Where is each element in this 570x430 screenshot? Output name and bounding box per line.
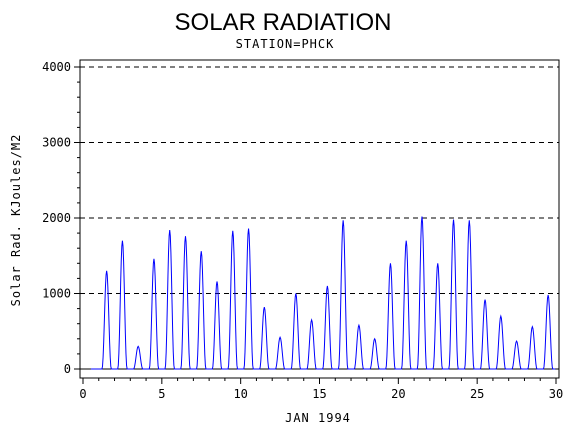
chart-subtitle: STATION=PHCK [236,37,335,51]
x-tick-label: 5 [158,387,165,401]
x-tick-label: 0 [79,387,86,401]
x-tick-label: 15 [312,387,326,401]
y-tick-label: 2000 [42,211,71,225]
y-tick-label: 0 [64,362,71,376]
axes: 0 1000 2000 3000 4000 0 5 10 15 20 25 30 [42,60,563,401]
solar-radiation-series-line [90,216,556,370]
x-tick-label: 20 [391,387,405,401]
chart-title: SOLAR RADIATION [175,9,392,36]
x-tick-label: 10 [233,387,247,401]
y-tick-label: 1000 [42,287,71,301]
y-axis-label: Solar Rad. KJoules/M2 [9,134,23,307]
x-tick-label: 25 [470,387,484,401]
x-tick-label: 30 [549,387,563,401]
x-axis-label: JAN 1994 [285,411,351,425]
y-tick-label: 4000 [42,60,71,74]
y-tick-label: 3000 [42,136,71,150]
